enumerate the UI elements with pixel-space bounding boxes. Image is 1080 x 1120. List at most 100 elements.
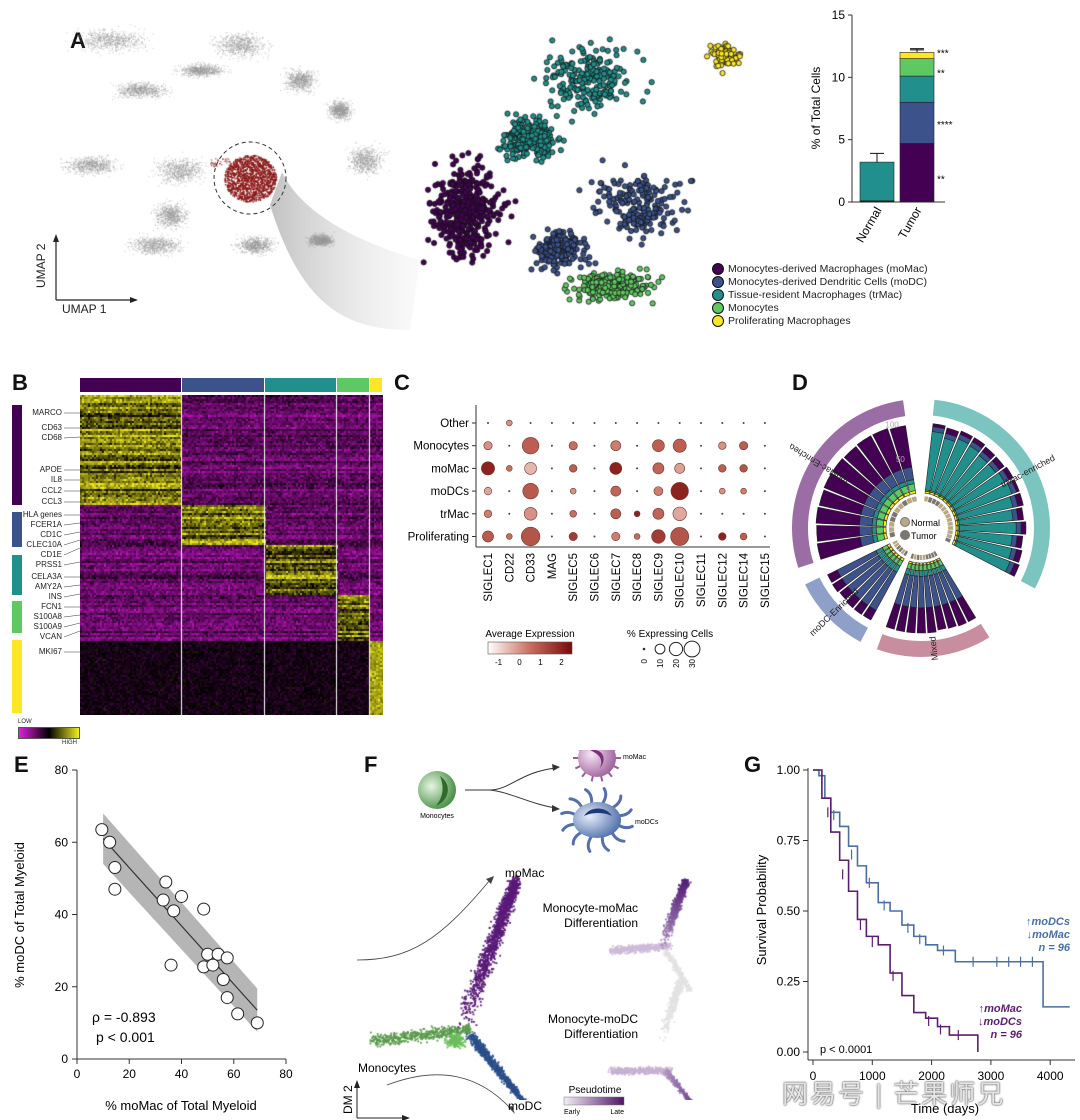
dot-moMac-SIGLEC5	[569, 464, 578, 473]
legend-dot	[900, 530, 910, 540]
sample-segment-moMac	[853, 600, 869, 615]
sample-condition-0	[924, 496, 929, 502]
sample-segment-moDC	[859, 526, 873, 537]
group-label: ↓moMac	[1027, 929, 1070, 941]
sample-segment-moMac	[862, 605, 877, 621]
bar-segment-trMac	[859, 161, 895, 202]
nucleus	[590, 750, 604, 768]
umap-x-label: UMAP 1	[62, 302, 107, 316]
dot-moMac-SIGLEC9	[652, 462, 665, 475]
color-legend-tick: 0	[517, 658, 522, 667]
dot-Other-SIGLEC8	[636, 422, 639, 424]
dot-trMac-CD22	[508, 512, 511, 515]
dot-Monocytes-SIGLEC8	[636, 444, 639, 447]
sample-segment-Monocytes	[919, 564, 924, 571]
dot-Other-SIGLEC14	[742, 422, 745, 424]
legend-swatch	[712, 275, 724, 288]
size-legend-title: % Expressing Cells	[627, 629, 713, 640]
gene-leader-line	[63, 539, 81, 546]
group-label: Mixed	[927, 636, 939, 661]
y-tick-label: 0	[838, 195, 845, 209]
gene-label: CD68	[41, 433, 62, 442]
sample-segment-moMac	[839, 586, 854, 600]
y-tick-label: 15	[832, 8, 846, 22]
p-annotation: p < 0.001	[96, 1029, 155, 1045]
subpanel1-title: Differentiation	[564, 916, 638, 930]
sample-condition-4	[894, 542, 900, 548]
sample-segment-moMac	[1015, 535, 1024, 549]
sample-condition-7	[913, 554, 917, 560]
gene-label: VCAN	[39, 632, 62, 641]
size-legend-tick: 10	[656, 658, 665, 667]
y-tick-label: 0.50	[777, 904, 801, 918]
dot-moDCs-SIGLEC8	[636, 490, 639, 493]
sample-segment-moMac	[932, 423, 946, 430]
column-label: SIGLEC11	[696, 553, 708, 607]
sample-segment-Monocytes	[914, 564, 920, 571]
sample-segment-Monocytes	[910, 563, 916, 571]
sample-condition-3	[889, 516, 896, 523]
gene-label: CD1E	[40, 550, 62, 559]
sample-segment-moMac	[916, 607, 926, 634]
gene-label: IL8	[50, 475, 62, 484]
dot-moMac-SIGLEC11	[700, 467, 702, 470]
monocyte-label: Monocytes	[420, 813, 454, 820]
dot-trMac-SIGLEC1	[483, 509, 493, 518]
survival-curve-1	[813, 769, 979, 1052]
y-tick-label: 80	[55, 763, 69, 777]
x-tick-label: 0	[74, 1067, 81, 1081]
sample-segment-moMac	[832, 578, 847, 593]
y-tick-label: 0.00	[777, 1045, 801, 1059]
dot-Proliferating-SIGLEC12	[718, 532, 727, 541]
panel-g-survival: 0.00 0.25 0.50 0.75 1.00 0 1000 2000 3000 4000 ↑mo…	[754, 763, 1075, 1116]
data-point	[95, 823, 109, 837]
dot-Proliferating-SIGLEC15	[763, 535, 766, 538]
legend-label: Monocytes	[728, 301, 779, 314]
gene-label: INS	[48, 592, 62, 601]
size-legend-tick: 0	[640, 658, 649, 663]
dot-moMac-SIGLEC12	[718, 464, 727, 473]
dot-trMac-MAG	[550, 512, 553, 515]
sample-condition-3	[925, 554, 929, 560]
row-label: trMac	[440, 509, 469, 521]
pseudotime-bar	[563, 1096, 625, 1106]
legend-item-Proliferating: Proliferating Macrophages	[712, 314, 928, 327]
dot-trMac-SIGLEC6	[593, 512, 596, 515]
color-legend-tick: 2	[559, 658, 564, 667]
size-legend-circle	[654, 643, 666, 655]
panel-label-e: E	[14, 752, 29, 777]
dot-Monocytes-SIGLEC14	[739, 441, 749, 451]
x-tick-label: 40	[175, 1067, 189, 1081]
sample-segment-trMac	[923, 569, 929, 577]
color-legend-bar	[487, 641, 573, 655]
panel-label-g: G	[744, 752, 762, 777]
legend-dot	[900, 517, 910, 527]
color-legend-title: Average Expression	[485, 629, 574, 640]
monocyte-cell-icon	[418, 771, 456, 809]
bar-segment-trMac	[899, 75, 935, 103]
momac-cell-icon	[572, 750, 621, 782]
dot-Proliferating-SIGLEC6	[593, 535, 596, 538]
sample-condition-1	[927, 497, 933, 503]
traj-momac-label: moMac	[505, 866, 544, 880]
sample-condition-11	[947, 530, 953, 535]
dot-trMac-SIGLEC11	[700, 512, 702, 515]
x-axis-label: % moMac of Total Myeloid	[105, 1098, 257, 1113]
subpanel1-title: Monocyte-moMac	[543, 901, 638, 915]
arrowhead	[402, 1115, 410, 1120]
data-point	[220, 991, 234, 1005]
sample-segment-moMac	[856, 435, 892, 480]
significance-Proliferating: ***	[937, 49, 949, 60]
sample-segment-moMac	[949, 599, 967, 627]
sample-segment-moMac	[815, 506, 861, 526]
row-group-Proliferating	[12, 640, 22, 713]
group-label: ↓moDCs	[978, 1016, 1022, 1028]
dot-moDCs-SIGLEC9	[653, 486, 664, 496]
diffusion-map-scatter	[330, 860, 730, 1100]
dot-moDCs-SIGLEC10	[670, 482, 689, 501]
trajectory-arrow-momac	[356, 879, 491, 961]
gene-leader-line	[63, 614, 81, 618]
panel-c-dot-plot: Other Monocytes moMac moDCs trMac Proliferati…	[408, 405, 772, 668]
panel-label-c: C	[394, 370, 410, 395]
arrowhead	[486, 876, 494, 884]
